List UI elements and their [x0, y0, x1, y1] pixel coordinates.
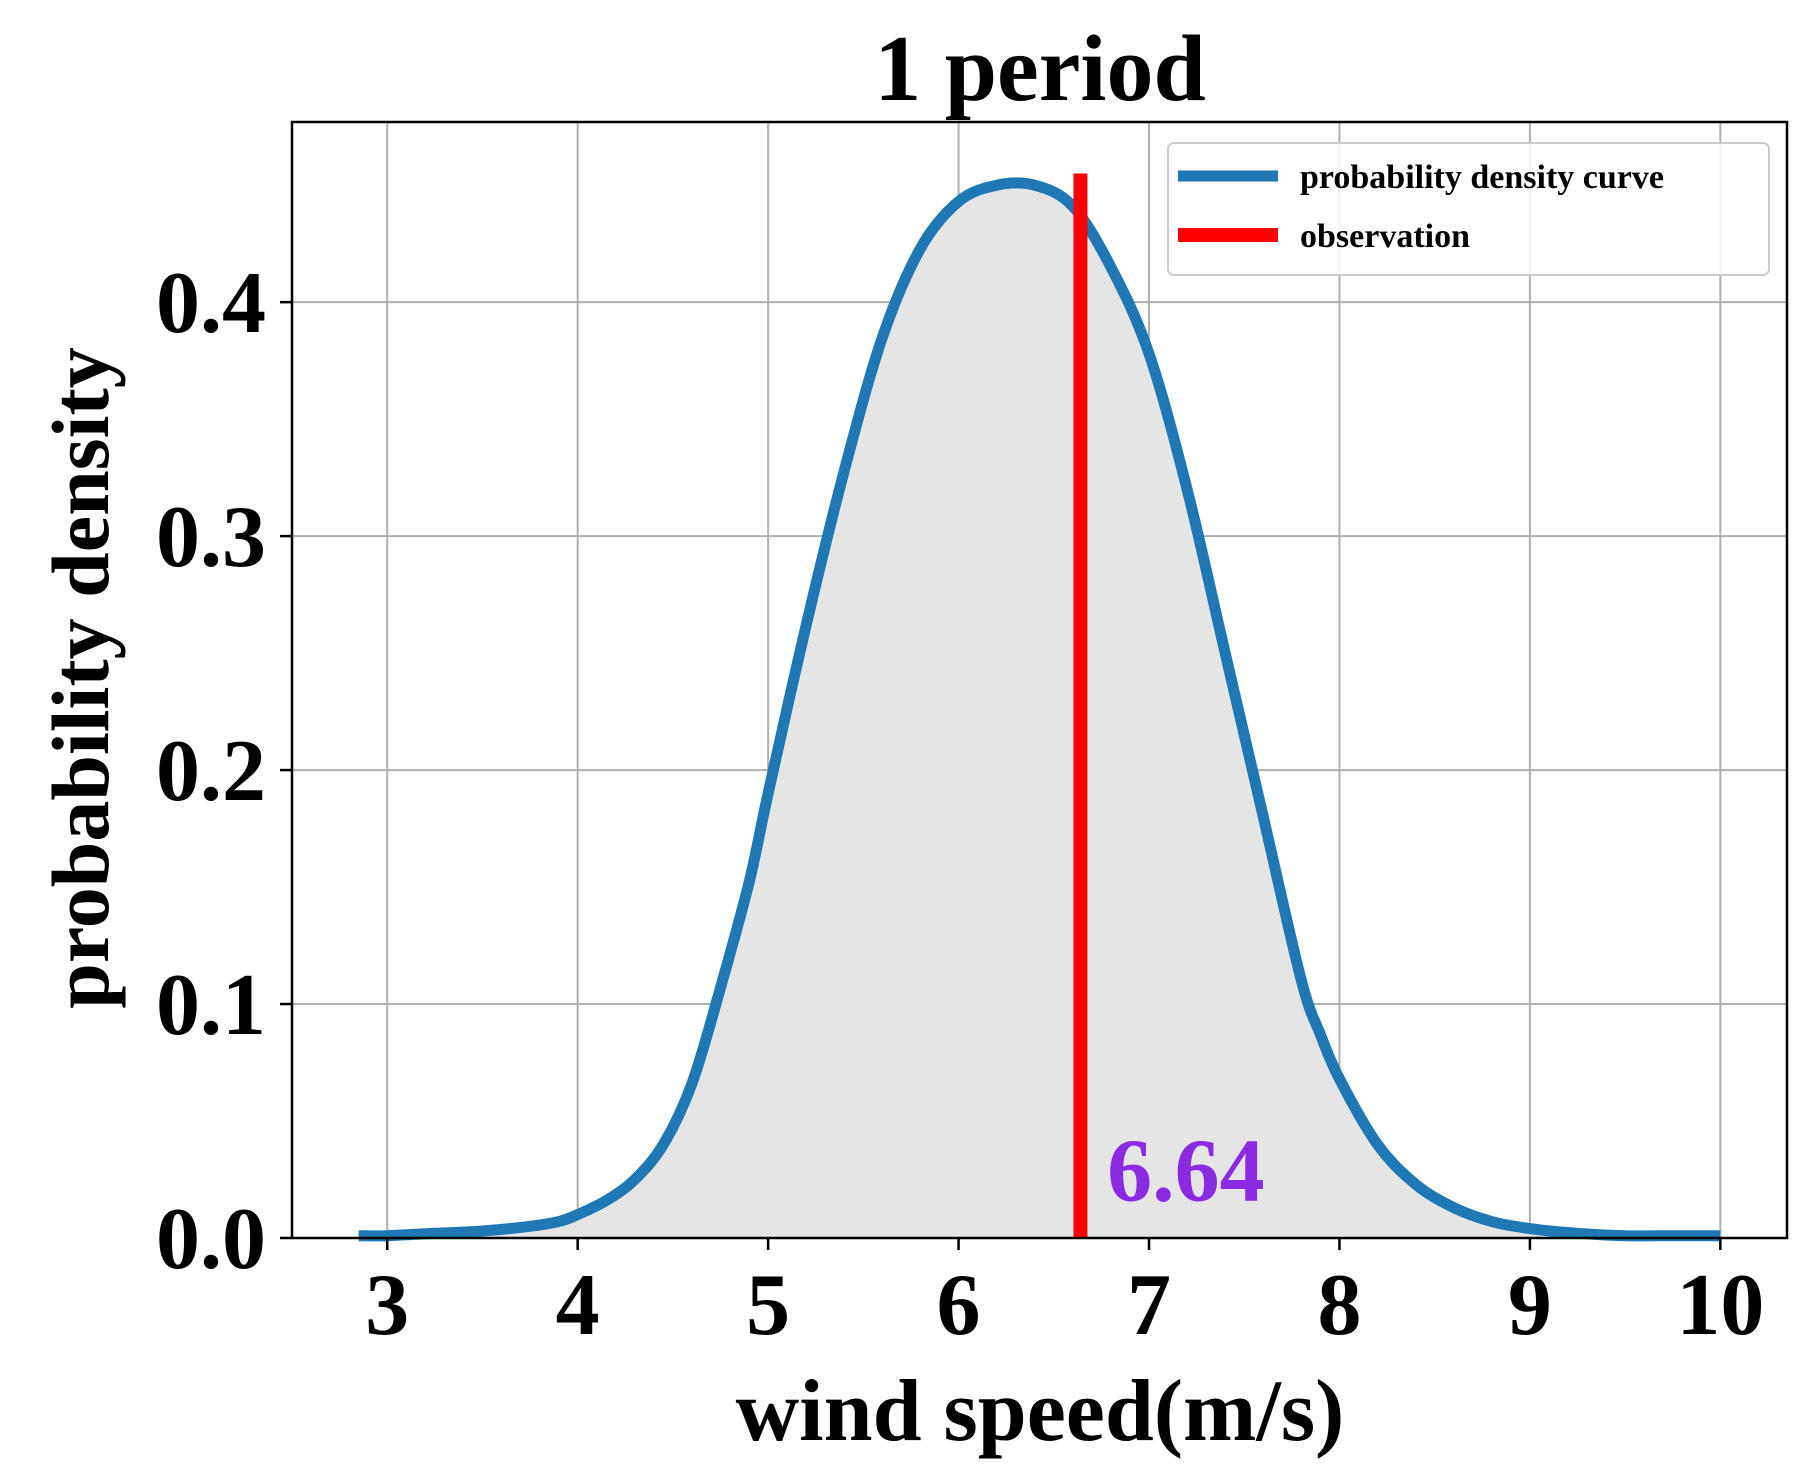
y-tick-label: 0.4	[156, 255, 266, 352]
y-tick-label: 0.3	[156, 489, 266, 586]
x-tick-label: 4	[556, 1257, 600, 1354]
y-tick-label: 0.2	[156, 723, 266, 820]
plot-frame	[290, 120, 1789, 1240]
x-tick-label: 5	[746, 1257, 790, 1354]
x-axis-label: wind speed(m/s)	[736, 1363, 1345, 1460]
x-tick-label: 8	[1317, 1257, 1361, 1354]
curve-fill-area	[358, 182, 1721, 1239]
legend-label-observation: observation	[1300, 218, 1470, 255]
observation-value-label: 6.64	[1107, 1122, 1265, 1221]
y-tick-label: 0.1	[156, 957, 266, 1054]
legend: probability density curve observation	[1167, 142, 1770, 276]
x-tick-label: 7	[1127, 1257, 1171, 1354]
y-tick-label: 0.0	[156, 1191, 266, 1288]
legend-box	[1167, 142, 1770, 276]
x-tick-label: 9	[1508, 1257, 1552, 1354]
legend-label-probability-density-curve: probability density curve	[1300, 159, 1664, 196]
y-axis-label: probability density	[35, 347, 126, 1009]
probability-density-curve	[358, 177, 1721, 1242]
chart-title: 1 period	[874, 17, 1206, 121]
axis-ticks: 3 4 5 6 7 8 9 10 0.0 0.1 0.2 0.3 0.4	[156, 255, 1764, 1354]
x-tick-label: 3	[365, 1257, 409, 1354]
x-tick-label: 10	[1676, 1257, 1764, 1354]
x-tick-label: 6	[937, 1257, 981, 1354]
